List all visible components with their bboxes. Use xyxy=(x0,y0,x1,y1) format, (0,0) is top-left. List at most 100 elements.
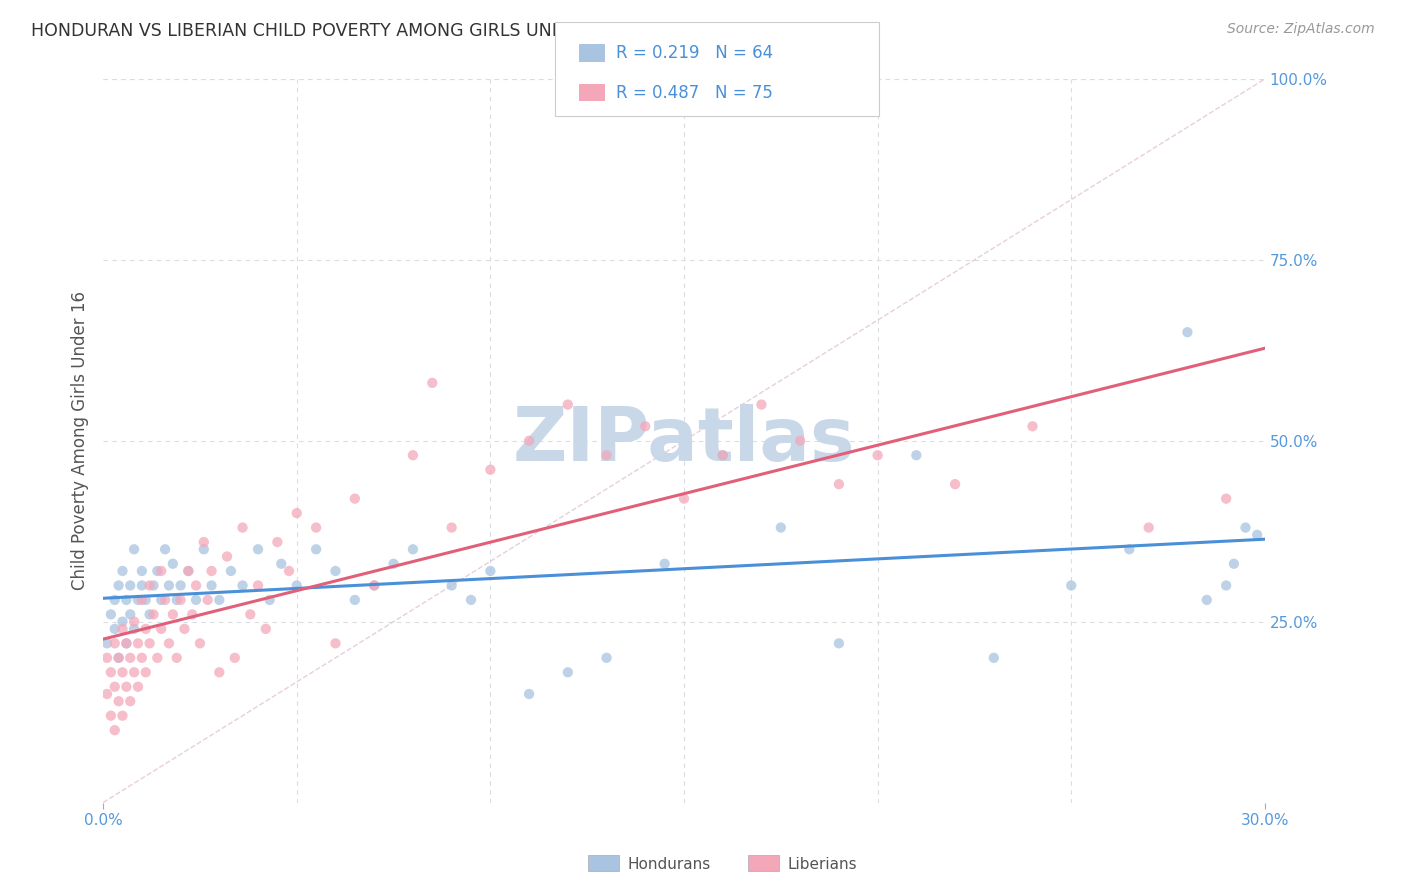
Point xyxy=(285,506,308,520)
Point xyxy=(239,607,262,622)
Point xyxy=(769,520,792,534)
Point xyxy=(115,636,138,650)
Point xyxy=(247,542,270,557)
Point xyxy=(193,535,215,549)
Point xyxy=(173,622,195,636)
Point xyxy=(122,665,145,680)
Point xyxy=(402,448,425,462)
Point xyxy=(135,665,157,680)
Point xyxy=(672,491,695,506)
Point xyxy=(208,665,231,680)
Point xyxy=(1021,419,1043,434)
Point xyxy=(100,607,122,622)
Point xyxy=(402,542,425,557)
Text: Hondurans: Hondurans xyxy=(627,857,710,871)
Point xyxy=(111,708,134,723)
Text: ZIPatlas: ZIPatlas xyxy=(513,404,855,477)
Point xyxy=(150,622,173,636)
Point xyxy=(177,564,200,578)
Point xyxy=(200,578,222,592)
Point xyxy=(157,636,180,650)
Point xyxy=(1223,557,1246,571)
Point xyxy=(517,434,540,448)
Point xyxy=(479,463,502,477)
Point xyxy=(1215,491,1237,506)
Point xyxy=(142,578,165,592)
Y-axis label: Child Poverty Among Girls Under 16: Child Poverty Among Girls Under 16 xyxy=(72,292,89,591)
Point xyxy=(131,564,153,578)
Point xyxy=(111,622,134,636)
Point xyxy=(440,520,463,534)
Point xyxy=(107,650,129,665)
Point xyxy=(270,557,292,571)
Point xyxy=(197,593,219,607)
Point xyxy=(96,636,118,650)
Point xyxy=(1234,520,1257,534)
Point xyxy=(1195,593,1218,607)
Point xyxy=(162,607,184,622)
Point xyxy=(122,622,145,636)
Point xyxy=(866,448,889,462)
Point xyxy=(247,578,270,592)
Point xyxy=(1118,542,1140,557)
Point xyxy=(146,564,169,578)
Text: R = 0.219   N = 64: R = 0.219 N = 64 xyxy=(616,44,773,62)
Point xyxy=(479,564,502,578)
Point xyxy=(184,593,207,607)
Point xyxy=(107,578,129,592)
Point xyxy=(259,593,281,607)
Point xyxy=(382,557,405,571)
Point xyxy=(266,535,288,549)
Point xyxy=(96,650,118,665)
Point xyxy=(115,680,138,694)
Point xyxy=(122,615,145,629)
Point xyxy=(363,578,385,592)
Point xyxy=(166,650,188,665)
Point xyxy=(232,578,254,592)
Point xyxy=(325,636,347,650)
Point xyxy=(115,593,138,607)
Text: Liberians: Liberians xyxy=(787,857,858,871)
Point xyxy=(100,708,122,723)
Point xyxy=(654,557,676,571)
Point xyxy=(254,622,277,636)
Point xyxy=(169,593,191,607)
Point xyxy=(1060,578,1083,592)
Point xyxy=(122,542,145,557)
Point xyxy=(343,593,366,607)
Point xyxy=(363,578,385,592)
Point xyxy=(278,564,301,578)
Point xyxy=(150,593,173,607)
Point xyxy=(751,398,773,412)
Point xyxy=(131,593,153,607)
Point xyxy=(111,564,134,578)
Text: R = 0.487   N = 75: R = 0.487 N = 75 xyxy=(616,84,773,102)
Point xyxy=(135,593,157,607)
Point xyxy=(905,448,928,462)
Point xyxy=(142,607,165,622)
Point xyxy=(517,687,540,701)
Point xyxy=(100,665,122,680)
Point xyxy=(120,650,142,665)
Text: HONDURAN VS LIBERIAN CHILD POVERTY AMONG GIRLS UNDER 16 CORRELATION CHART: HONDURAN VS LIBERIAN CHILD POVERTY AMONG… xyxy=(31,22,810,40)
Point xyxy=(131,650,153,665)
Point xyxy=(232,520,254,534)
Point xyxy=(1177,325,1199,339)
Point xyxy=(184,578,207,592)
Point xyxy=(96,687,118,701)
Point xyxy=(138,578,160,592)
Point xyxy=(169,578,191,592)
Point xyxy=(200,564,222,578)
Point xyxy=(595,650,617,665)
Point xyxy=(188,636,211,650)
Point xyxy=(115,636,138,650)
Point xyxy=(711,448,734,462)
Point xyxy=(219,564,242,578)
Point xyxy=(104,636,127,650)
Point xyxy=(111,665,134,680)
Point xyxy=(162,557,184,571)
Point xyxy=(343,491,366,506)
Point xyxy=(208,593,231,607)
Point xyxy=(135,622,157,636)
Point xyxy=(153,542,176,557)
